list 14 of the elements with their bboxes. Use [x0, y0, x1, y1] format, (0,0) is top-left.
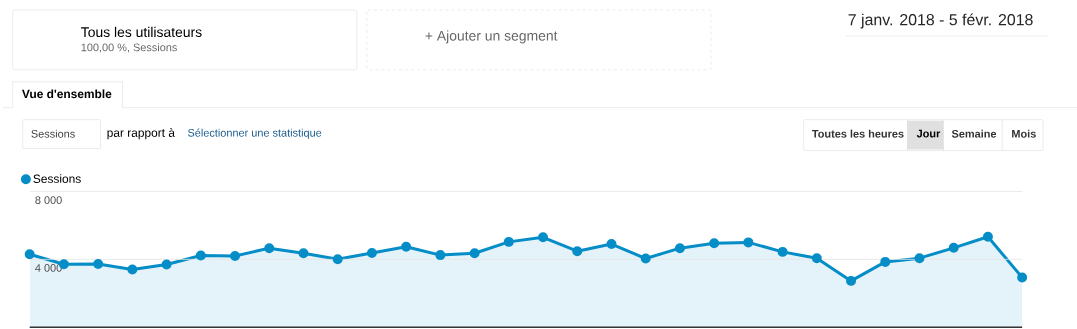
- text: par rapport à: [107, 127, 175, 140]
- text: Mois: [1012, 129, 1036, 138]
- text: 100,00 %, Sessions: [81, 43, 177, 53]
- text: Sessions: [31, 129, 75, 138]
- legend-label: Sessions: [33, 174, 81, 183]
- text: Semaine: [951, 129, 997, 138]
- text: Tous les utilisateurs: [81, 26, 202, 37]
- chart-title: Vue d'ensemble: [21, 89, 112, 99]
- text: Toutes les heures: [812, 129, 904, 138]
- text: Jour: [916, 129, 941, 138]
- text: + Ajouter un segment: [425, 30, 558, 44]
- text: Sélectionner une statistique: [187, 128, 322, 139]
- y-tick-label: 8 000: [35, 196, 62, 204]
- chart-subtitle: 7 janv. 2018 - 5 févr. 2018: [848, 13, 1033, 29]
